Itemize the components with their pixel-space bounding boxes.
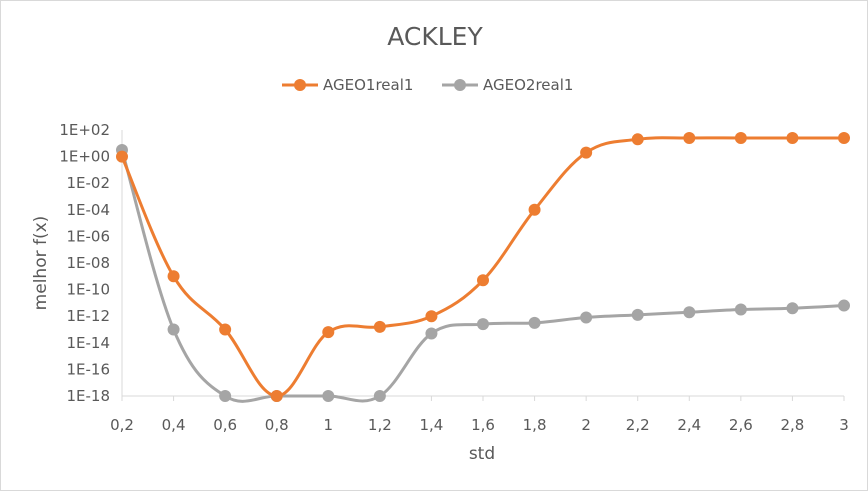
x-tick-label: 0,2 — [110, 416, 134, 434]
y-tick-label: 1E-18 — [66, 387, 110, 405]
data-point-series-2 — [219, 390, 232, 402]
data-point-series-1 — [167, 270, 180, 283]
data-point-series-2 — [477, 318, 489, 331]
data-point-series-2 — [528, 316, 541, 329]
data-point-series-1 — [734, 131, 747, 144]
y-tick-label: 1E-10 — [66, 281, 110, 299]
x-tick-label: 2,2 — [626, 416, 650, 434]
legend-marker-series-2 — [454, 79, 466, 91]
data-point-series-1 — [580, 146, 593, 159]
x-tick-label: 2 — [581, 416, 591, 434]
data-point-series-1 — [322, 326, 335, 339]
data-point-series-2 — [838, 299, 850, 312]
x-tick-label: 1,2 — [368, 416, 392, 434]
legend-marker-series-1 — [294, 79, 306, 91]
y-tick-label: 1E-02 — [66, 174, 110, 192]
y-tick-label: 1E-08 — [66, 254, 110, 272]
x-tick-label: 2,8 — [780, 416, 804, 434]
series-line-1 — [120, 136, 844, 398]
data-point-series-2 — [580, 311, 593, 324]
data-point-series-2 — [786, 302, 799, 315]
chart-title: ACKLEY — [387, 22, 483, 51]
data-point-series-1 — [373, 320, 386, 333]
x-tick-label: 0,6 — [213, 416, 237, 434]
y-tick-label: 1E-04 — [66, 201, 110, 219]
x-tick-label: 1,4 — [419, 416, 443, 434]
data-point-series-1 — [116, 150, 128, 163]
data-point-series-1 — [219, 323, 232, 336]
series-layer — [116, 131, 850, 403]
legend: AGEO1real1 AGEO2real1 — [282, 76, 573, 94]
y-axis-label: melhor f(x) — [31, 216, 51, 311]
y-tick-label: 1E+02 — [59, 121, 110, 139]
data-point-series-2 — [631, 308, 644, 321]
x-tick-label: 2,4 — [677, 416, 701, 434]
x-axis-label: std — [469, 444, 495, 464]
y-tick-label: 1E-12 — [66, 307, 110, 325]
data-point-series-2 — [734, 303, 747, 316]
x-tick-label: 0,4 — [162, 416, 186, 434]
data-point-series-1 — [838, 131, 850, 144]
data-point-series-1 — [786, 131, 799, 144]
data-point-series-1 — [631, 133, 644, 146]
x-tick-label: 1,6 — [471, 416, 495, 434]
y-tick-label: 1E+00 — [59, 148, 110, 166]
x-tick-label: 1 — [324, 416, 334, 434]
y-tick-label: 1E-06 — [66, 227, 110, 245]
data-point-series-2 — [683, 306, 696, 319]
data-point-series-1 — [528, 203, 541, 216]
y-tick-label: 1E-14 — [66, 334, 110, 352]
data-point-series-2 — [167, 323, 180, 336]
axes: 1E+02 1E+00 1E-02 1E-04 1E-06 1E-08 1E-10 1E-12… — [59, 121, 848, 434]
data-point-series-2 — [322, 390, 335, 402]
x-tick-label: 1,8 — [523, 416, 547, 434]
data-point-series-2 — [373, 390, 386, 402]
data-point-series-1 — [425, 310, 438, 323]
x-tick-label: 2,6 — [729, 416, 753, 434]
x-tick-label: 0,8 — [265, 416, 289, 434]
data-point-series-1 — [270, 390, 283, 402]
data-point-series-1 — [683, 131, 696, 144]
x-tick-label: 3 — [839, 416, 849, 434]
data-point-series-2 — [425, 327, 438, 340]
y-tick-label: 1E-16 — [66, 360, 110, 378]
series-line-2 — [120, 149, 845, 403]
legend-label-series-2: AGEO2real1 — [483, 76, 573, 94]
legend-label-series-1: AGEO1real1 — [323, 76, 413, 94]
data-point-series-1 — [477, 274, 489, 287]
